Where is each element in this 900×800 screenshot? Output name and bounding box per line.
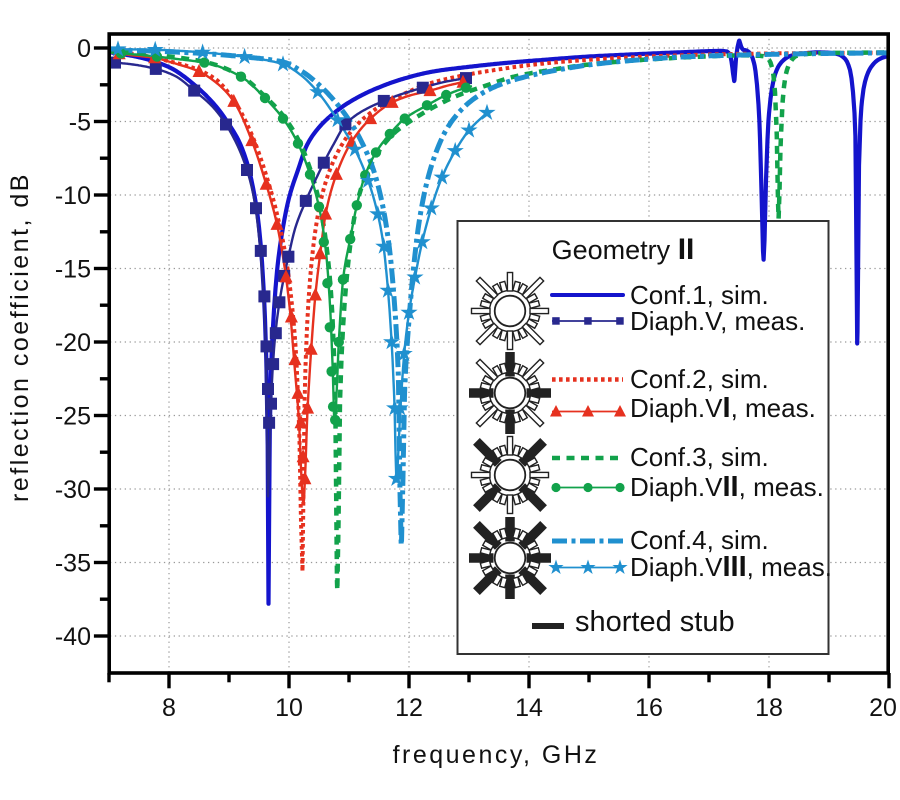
svg-text:Conf.3, sim.: Conf.3, sim. (630, 442, 769, 472)
svg-text:14: 14 (515, 694, 543, 722)
svg-text:-30: -30 (55, 476, 91, 504)
svg-text:0: 0 (77, 35, 91, 63)
svg-text:Conf.1, sim.: Conf.1, sim. (630, 280, 769, 310)
svg-text:-10: -10 (55, 182, 91, 210)
svg-text:-40: -40 (55, 623, 91, 651)
svg-text:-25: -25 (55, 403, 91, 431)
svg-text:12: 12 (395, 694, 423, 722)
svg-text:shorted stub: shorted stub (575, 606, 735, 638)
svg-text:Diaph.V, meas.: Diaph.V, meas. (630, 306, 805, 336)
svg-text:-20: -20 (55, 329, 91, 357)
svg-text:Diaph.VI, meas.: Diaph.VI, meas. (630, 392, 816, 424)
svg-text:18: 18 (755, 694, 783, 722)
svg-text:-15: -15 (55, 256, 91, 284)
svg-text:Geometry II: Geometry II (552, 233, 695, 266)
svg-text:frequency, GHz: frequency, GHz (393, 741, 600, 769)
svg-text:-35: -35 (55, 550, 91, 578)
svg-text:16: 16 (635, 694, 663, 722)
svg-text:Conf.4, sim.: Conf.4, sim. (630, 525, 769, 555)
svg-text:Conf.2, sim.: Conf.2, sim. (630, 364, 769, 394)
svg-text:Diaph.VII, meas.: Diaph.VII, meas. (630, 471, 824, 503)
svg-text:20: 20 (869, 694, 897, 722)
svg-text:-5: -5 (69, 109, 91, 137)
svg-text:10: 10 (275, 694, 303, 722)
svg-text:reflection coefficient, dB: reflection coefficient, dB (6, 172, 34, 502)
svg-text:Diaph.VIII, meas.: Diaph.VIII, meas. (630, 551, 832, 583)
svg-text:8: 8 (162, 694, 176, 722)
